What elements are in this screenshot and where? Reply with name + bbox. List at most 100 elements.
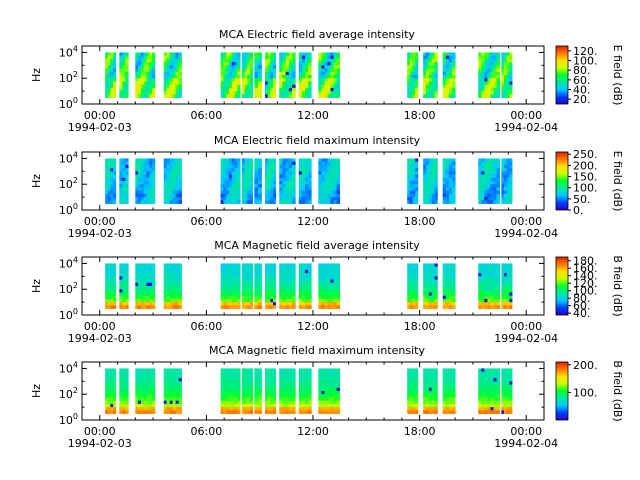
- colorbar-tick-label: 120.: [573, 277, 598, 290]
- spectrogram-segment: [163, 52, 182, 98]
- spectrogram-segment: [135, 158, 156, 204]
- spectrogram-segment: [265, 263, 277, 309]
- y-axis-label: Hz: [30, 174, 43, 188]
- x-tick-label: 00:00: [510, 320, 542, 333]
- colorbar-label: B field (dB): [611, 360, 624, 421]
- spectrogram-segment: [254, 158, 262, 204]
- spectrogram-segment: [478, 158, 500, 204]
- panel-title: MCA Magnetic field maximum intensity: [209, 344, 425, 357]
- colorbar-tick-label: 40.: [573, 84, 591, 97]
- x-tick-label: 12:00: [297, 320, 329, 333]
- spectrogram-segment: [105, 368, 117, 414]
- x-tick-label: 06:00: [191, 215, 223, 228]
- x-tick-label: 00:00: [84, 320, 116, 333]
- spectrogram-segment: [135, 368, 156, 414]
- colorbar-tick-label: 50.: [573, 193, 591, 206]
- spectrogram-segment: [279, 52, 296, 98]
- spectrogram-segment: [423, 368, 438, 414]
- y-tick-label: 104: [59, 44, 78, 59]
- spectrogram-segment: [318, 368, 341, 414]
- spectrogram-segment: [478, 263, 500, 309]
- x-tick-label: 12:00: [297, 109, 329, 122]
- spectrogram-segment: [119, 368, 129, 414]
- colorbar-tick-label: 80.: [573, 292, 591, 305]
- spectrogram-segment: [135, 263, 156, 309]
- spectrogram-segment: [298, 368, 312, 414]
- panel-electric-maximum: MCA Electric field maximum intensity 00:0…: [30, 134, 624, 240]
- y-tick-label: 104: [59, 360, 78, 375]
- spectrogram-segment: [241, 368, 253, 414]
- x-tick-label: 06:00: [191, 320, 223, 333]
- spectrogram-data: [105, 263, 513, 309]
- y-tick-label: 100: [59, 96, 78, 111]
- spectrogram-segment: [163, 158, 182, 204]
- y-tick-label: 102: [59, 386, 78, 401]
- spectrogram-segment: [318, 263, 341, 309]
- panel-magnetic-maximum: MCA Magnetic field maximum intensity 00:0…: [30, 344, 624, 450]
- spectrogram-segment: [254, 52, 262, 98]
- x-tick-label: 18:00: [404, 425, 436, 438]
- colorbar-tick-label: 200.: [573, 359, 598, 372]
- colorbar-tick-label: 100.: [573, 386, 598, 399]
- spectrogram-segment: [298, 263, 312, 309]
- colorbar-tick-label: 140.: [573, 270, 598, 283]
- x-date-label-end: 1994-02-04: [494, 332, 558, 345]
- x-tick-label: 00:00: [84, 109, 116, 122]
- x-tick-label: 00:00: [510, 109, 542, 122]
- spectrogram-segment: [298, 158, 312, 204]
- spectrogram-segment: [442, 368, 456, 414]
- colorbar-tick-label: 250.: [573, 148, 598, 161]
- spectrogram-data: [105, 368, 513, 414]
- spectrogram-segment: [220, 368, 241, 414]
- spectrogram-segment: [442, 52, 456, 98]
- colorbar-tick-label: 100.: [573, 55, 598, 68]
- y-tick-label: 104: [59, 150, 78, 165]
- spectrogram-segment: [241, 263, 253, 309]
- x-date-label-start: 1994-02-03: [68, 332, 132, 345]
- spectrogram-segment: [501, 263, 513, 309]
- spectrogram-segment: [501, 52, 513, 98]
- x-date-label-end: 1994-02-04: [494, 227, 558, 240]
- y-axis-label: Hz: [30, 279, 43, 293]
- spectrogram-segment: [318, 158, 341, 204]
- x-tick-label: 12:00: [297, 425, 329, 438]
- colorbar-tick-label: 150.: [573, 171, 598, 184]
- spectrogram-segment: [407, 52, 419, 98]
- spectrogram-segment: [163, 368, 182, 414]
- spectrogram-segment: [423, 52, 438, 98]
- y-tick-label: 100: [59, 307, 78, 322]
- spectrogram-segment: [423, 263, 438, 309]
- spectrogram-segment: [423, 158, 438, 204]
- colorbar: 20.40.60.80.100.120. E field (dB): [555, 45, 624, 106]
- spectrogram-segment: [298, 52, 312, 98]
- y-tick-label: 102: [59, 176, 78, 191]
- x-date-label-end: 1994-02-04: [494, 437, 558, 450]
- colorbar-label: B field (dB): [611, 255, 624, 316]
- colorbar-tick-label: 20.: [573, 93, 591, 106]
- spectrogram-segment: [478, 368, 500, 414]
- x-tick-label: 18:00: [404, 320, 436, 333]
- colorbar: 0.50.100.150.200.250. E field (dB): [555, 148, 624, 217]
- spectrogram-segment: [501, 368, 513, 414]
- spectrogram-segment: [163, 263, 182, 309]
- spectrogram-segment: [265, 52, 277, 98]
- spectrogram-segment: [265, 158, 277, 204]
- x-tick-label: 00:00: [84, 425, 116, 438]
- y-axis-label: Hz: [30, 68, 43, 82]
- colorbar-tick-label: 120.: [573, 45, 598, 58]
- x-tick-label: 00:00: [84, 215, 116, 228]
- spectrogram-segment: [265, 368, 277, 414]
- spectrogram-segment: [279, 263, 296, 309]
- x-tick-label: 06:00: [191, 425, 223, 438]
- x-date-label-end: 1994-02-04: [494, 121, 558, 134]
- spectrogram-segment: [442, 263, 456, 309]
- spectrogram-segment: [105, 158, 117, 204]
- spectrogram-segment: [279, 368, 296, 414]
- x-date-label-start: 1994-02-03: [68, 437, 132, 450]
- spectrogram-segment: [318, 52, 341, 98]
- colorbar: 40.60.80.100.120.140.160.180. B field (dB…: [555, 255, 624, 320]
- spectrogram-segment: [478, 52, 500, 98]
- y-tick-label: 100: [59, 202, 78, 217]
- colorbar-label: E field (dB): [611, 151, 624, 212]
- colorbar-tick-label: 0.: [573, 204, 584, 217]
